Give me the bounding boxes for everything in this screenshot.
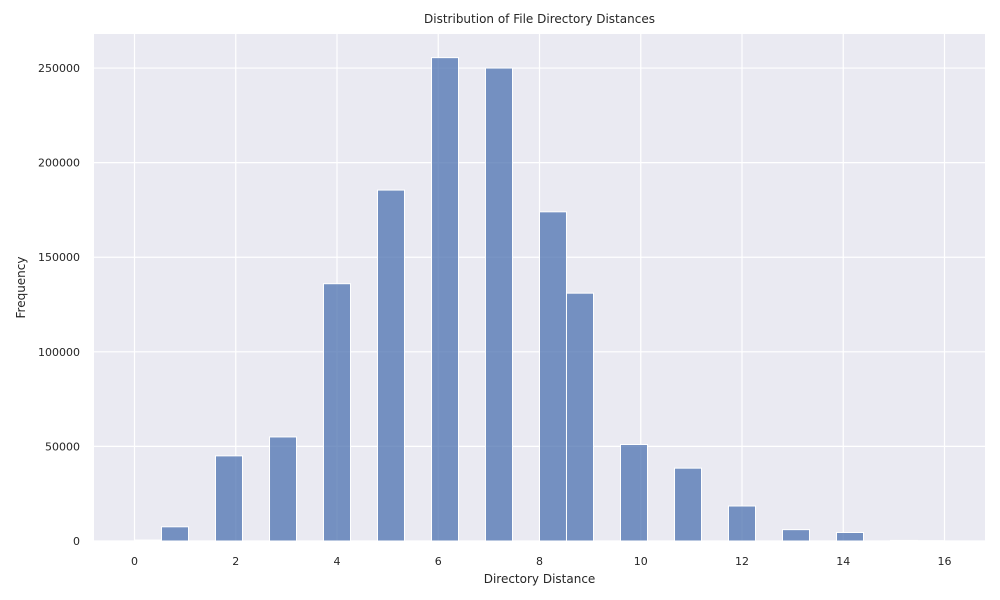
x-tick-label-7: 14 (836, 555, 850, 568)
histogram-bar-3 (269, 436, 298, 542)
histogram-bar-12 (727, 505, 757, 542)
chart-title: Distribution of File Directory Distances (424, 12, 655, 26)
histogram-bar-5 (377, 189, 405, 542)
histogram-bar-1 (160, 526, 190, 542)
x-tick-label-6: 12 (735, 555, 749, 568)
bars-layer (134, 57, 945, 542)
histogram-bar-13 (782, 529, 810, 542)
histogram-bar-2 (215, 455, 243, 542)
x-tick-label-2: 4 (334, 555, 341, 568)
axis-layer: 0 2 4 6 8 10 12 14 16 0 50000 100000 150000 200000 250… (38, 62, 952, 568)
histogram-bar-9 (565, 292, 595, 542)
histogram-bar-11 (674, 467, 702, 542)
y-tick-label-5: 250000 (38, 62, 80, 75)
histogram-bar-8 (539, 211, 567, 542)
x-tick-label-8: 16 (938, 555, 952, 568)
histogram-bar-0 (134, 539, 162, 542)
y-axis-title: Frequency (14, 257, 28, 319)
y-tick-label-1: 50000 (45, 440, 80, 453)
histogram-bar-4 (322, 283, 352, 542)
x-tick-label-1: 2 (232, 555, 239, 568)
histogram-bar-10 (620, 444, 648, 542)
x-axis-title: Directory Distance (484, 572, 596, 586)
y-tick-label-3: 150000 (38, 251, 80, 264)
x-tick-label-3: 6 (435, 555, 442, 568)
y-tick-label-4: 200000 (38, 157, 80, 170)
histogram-bar-15 (889, 539, 919, 542)
histogram-bar-14 (836, 531, 864, 542)
histogram-bar-7 (484, 67, 514, 542)
x-tick-label-0: 0 (131, 555, 138, 568)
histogram-bar-6 (431, 57, 460, 542)
y-tick-label-2: 100000 (38, 346, 80, 359)
y-tick-label-0: 0 (73, 535, 80, 548)
x-tick-label-5: 10 (634, 555, 648, 568)
x-tick-label-4: 8 (536, 555, 543, 568)
